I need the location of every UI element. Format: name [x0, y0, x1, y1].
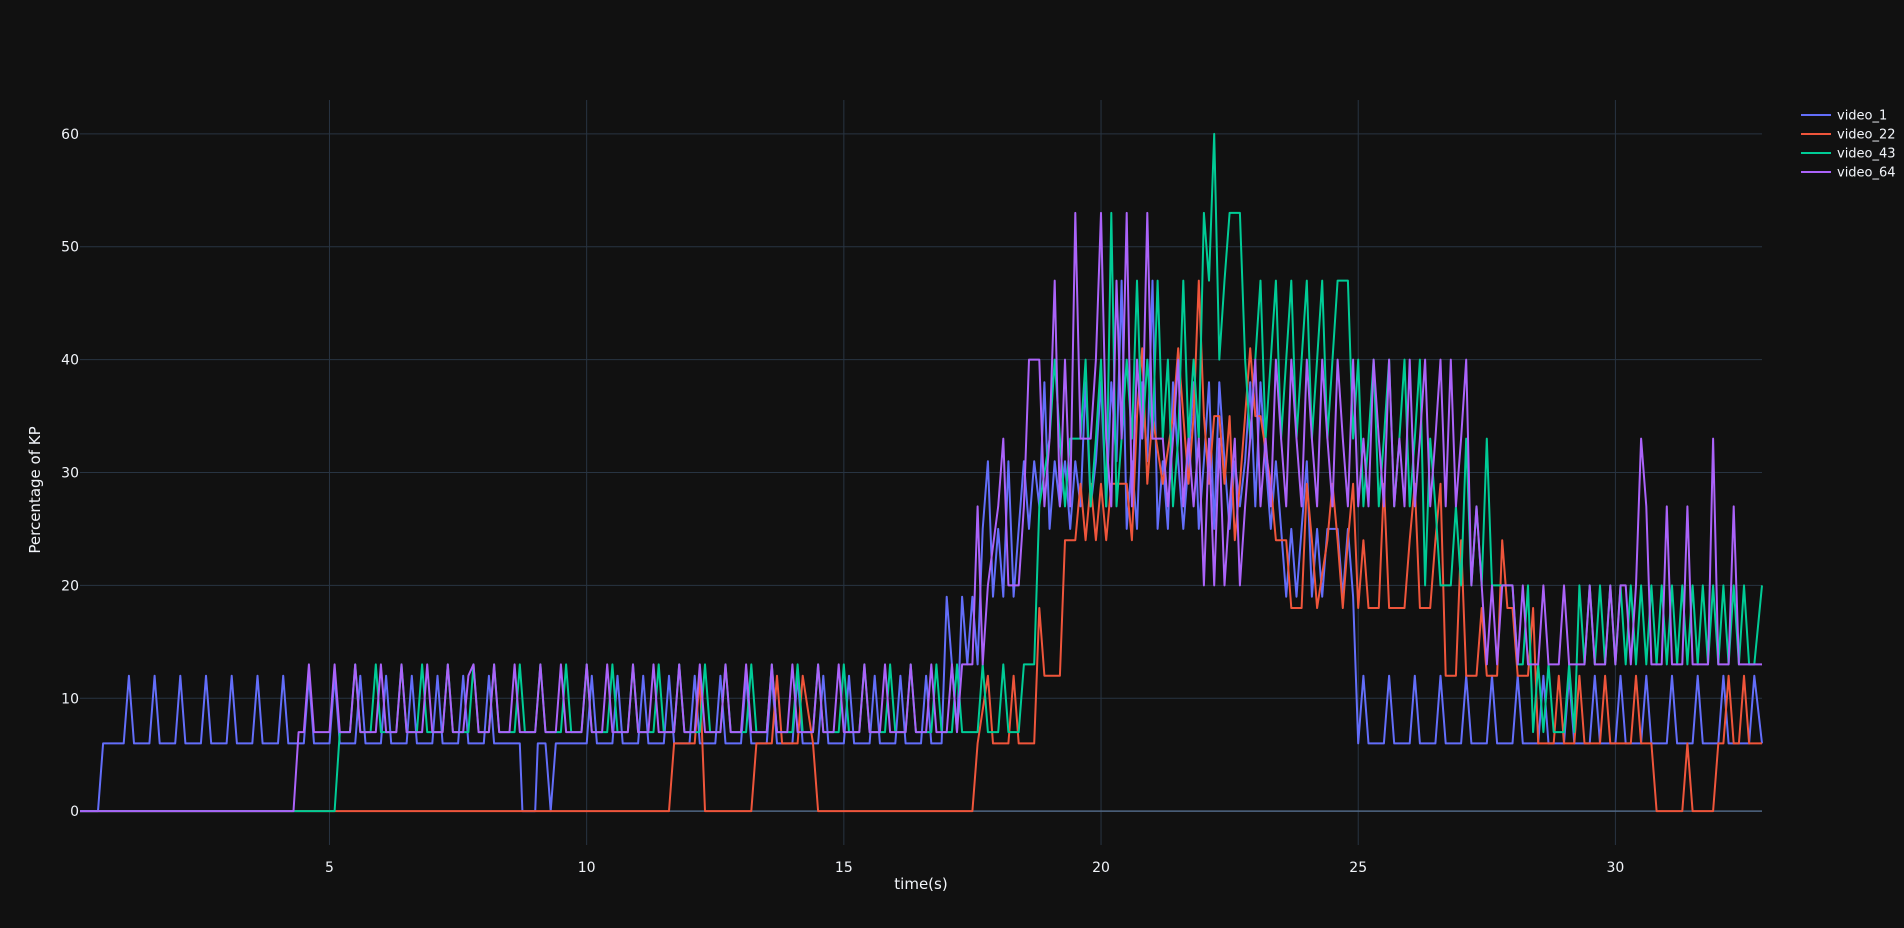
series-line-video_64[interactable]	[80, 211, 1762, 813]
legend-label: video_64	[1837, 166, 1896, 181]
legend-item-video_43[interactable]: video_43	[1801, 147, 1896, 162]
x-tick-label: 5	[325, 860, 334, 876]
series-line-video_1[interactable]	[80, 279, 1763, 813]
y-tick-label: 50	[61, 240, 79, 256]
series-line-video_22[interactable]	[80, 279, 1762, 813]
legend-item-video_1[interactable]: video_1	[1801, 109, 1887, 124]
x-tick-label: 25	[1349, 860, 1367, 876]
y-tick-label: 60	[61, 127, 79, 143]
tick-layer: 5 10 15 20 25 30 0 10 20 30 40 50 60	[61, 127, 1624, 876]
y-tick-label: 0	[70, 804, 79, 820]
y-tick-label: 40	[61, 353, 79, 369]
y-axis-title: Percentage of KP	[26, 426, 44, 553]
legend-item-video_22[interactable]: video_22	[1801, 128, 1896, 143]
y-tick-label: 10	[61, 691, 79, 707]
x-axis-title: time(s)	[894, 875, 947, 893]
y-tick-label: 20	[61, 578, 79, 594]
legend-label: video_22	[1837, 128, 1896, 143]
x-tick-label: 10	[578, 860, 596, 876]
series-layer	[80, 132, 1763, 813]
legend-label: video_1	[1837, 109, 1887, 124]
legend[interactable]: video_1 video_22 video_43 video_64	[1801, 109, 1896, 181]
x-tick-label: 15	[835, 860, 853, 876]
y-tick-label: 30	[61, 466, 79, 482]
x-tick-label: 30	[1606, 860, 1624, 876]
legend-label: video_43	[1837, 147, 1896, 162]
x-tick-label: 20	[1092, 860, 1110, 876]
legend-item-video_64[interactable]: video_64	[1801, 166, 1896, 181]
